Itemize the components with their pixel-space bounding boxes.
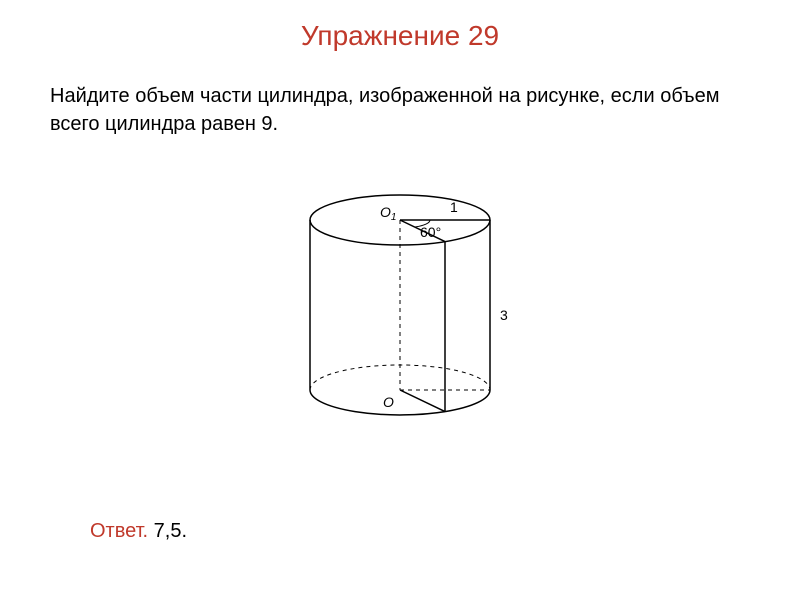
label-radius: 1 [450, 199, 458, 215]
problem-text: Найдите объем части цилиндра, изображенн… [0, 52, 800, 138]
label-angle: 60° [420, 224, 441, 240]
page-title: Упражнение 29 [0, 0, 800, 52]
cylinder-diagram: O1 1 60° 3 O [280, 170, 530, 450]
answer-label: Ответ. [90, 520, 148, 542]
answer: Ответ. 7,5. [90, 520, 187, 543]
label-o: O [383, 394, 394, 410]
cylinder-svg: O1 1 60° 3 O [280, 170, 530, 450]
label-o1: O1 [380, 204, 396, 223]
label-height: 3 [500, 307, 508, 323]
answer-value: 7,5. [148, 520, 187, 542]
